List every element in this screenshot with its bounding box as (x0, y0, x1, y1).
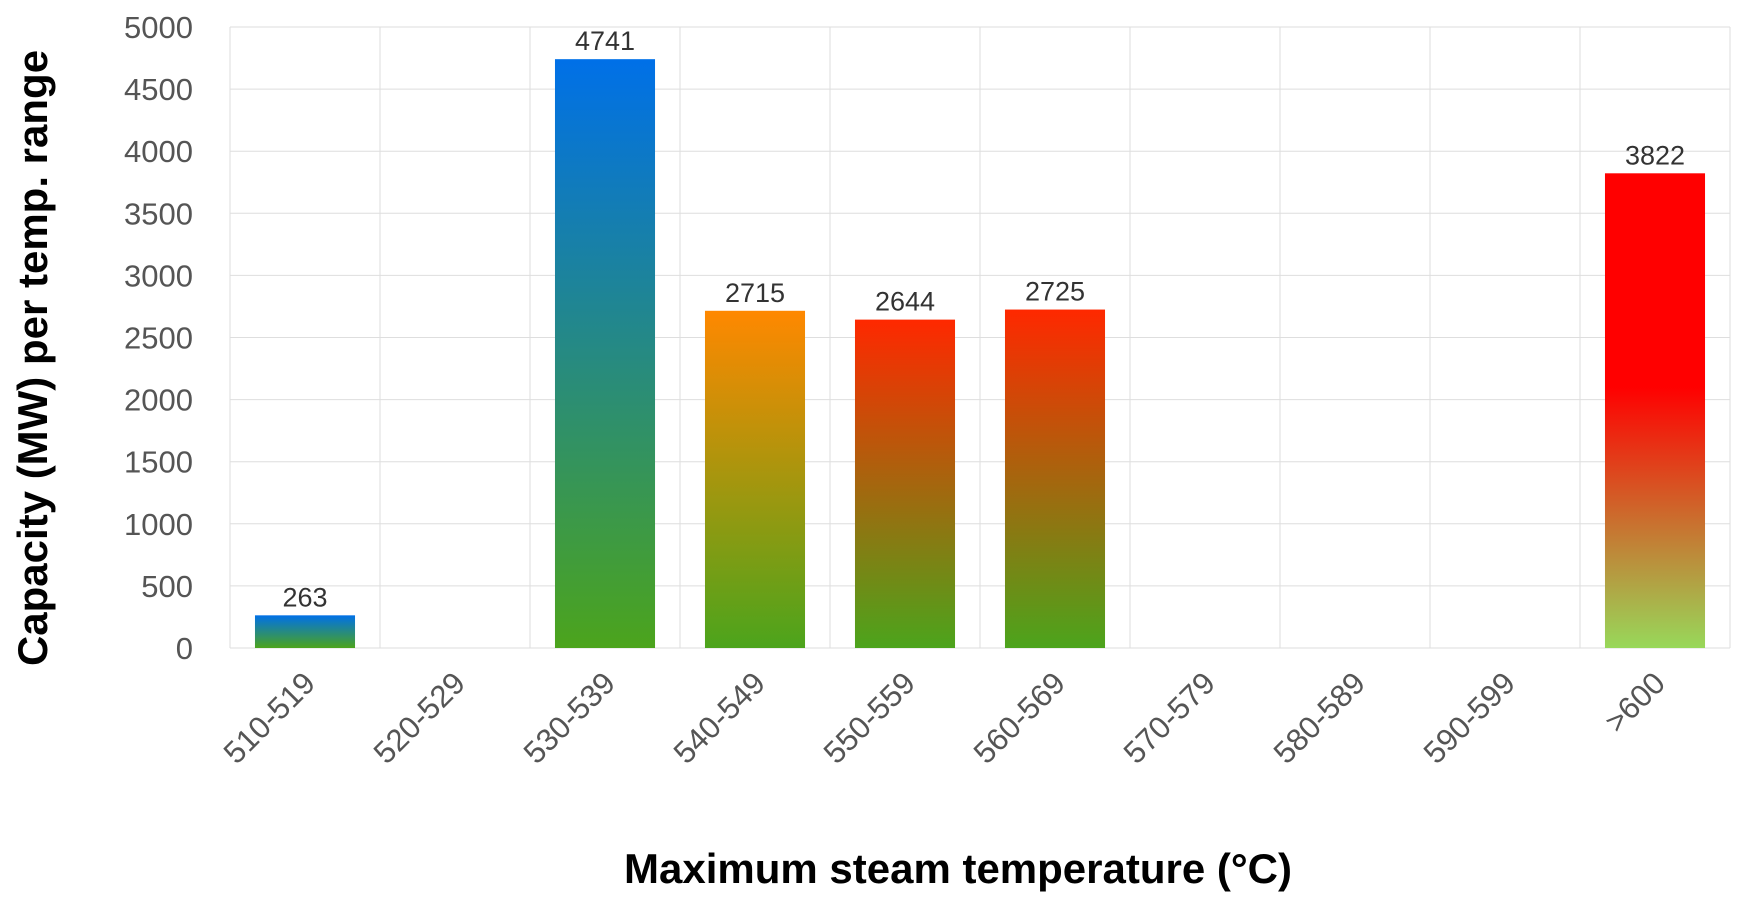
x-tick-label: 520-529 (367, 665, 472, 770)
bar-530539 (554, 59, 656, 649)
data-label: 4741 (575, 26, 635, 56)
data-label: 2644 (875, 287, 935, 317)
data-labels: 263 4741 2715 2644 2725 3822 (282, 26, 1685, 612)
x-tick-label: 550-559 (817, 665, 922, 770)
data-label: 2715 (725, 278, 785, 308)
y-tick-label: 5000 (124, 10, 193, 45)
data-label: 3822 (1625, 140, 1685, 170)
y-tick-label: 4000 (124, 134, 193, 169)
bar-550559 (854, 319, 956, 648)
y-tick-label: 0 (176, 631, 193, 666)
bar-510519 (254, 615, 356, 648)
y-tick-label: 2500 (124, 321, 193, 356)
bar-560569 (1004, 309, 1106, 648)
x-tick-label: 540-549 (667, 665, 772, 770)
x-tick-label: 580-589 (1267, 665, 1372, 770)
bars (254, 59, 1706, 649)
x-axis-title: Maximum steam temperature (°C) (624, 845, 1292, 892)
y-tick-label: 1000 (124, 507, 193, 542)
data-label: 2725 (1025, 277, 1085, 307)
x-tick-labels: 510-519 520-529 530-539 540-549 550-559 560-5… (217, 665, 1672, 770)
data-label: 263 (282, 582, 327, 612)
y-tick-label: 500 (141, 569, 193, 604)
y-tick-label: 3000 (124, 258, 193, 293)
y-tick-label: 2000 (124, 383, 193, 418)
y-axis-title: Capacity (MW) per temp. range (9, 50, 56, 666)
x-tick-label: 570-579 (1117, 665, 1222, 770)
y-tick-label: 3500 (124, 196, 193, 231)
y-tick-label: 4500 (124, 72, 193, 107)
y-tick-label: 1500 (124, 445, 193, 480)
x-tick-label: 510-519 (217, 665, 322, 770)
x-tick-label: >600 (1598, 665, 1672, 739)
x-tick-label: 530-539 (517, 665, 622, 770)
y-tick-labels: 0 500 1000 1500 2000 2500 3000 3500 4000 4500 5000 (124, 10, 193, 666)
grid-lines (229, 26, 1731, 649)
bar-600 (1604, 173, 1706, 648)
x-tick-label: 590-599 (1417, 665, 1522, 770)
bar-540549 (704, 310, 806, 648)
x-tick-label: 560-569 (967, 665, 1072, 770)
